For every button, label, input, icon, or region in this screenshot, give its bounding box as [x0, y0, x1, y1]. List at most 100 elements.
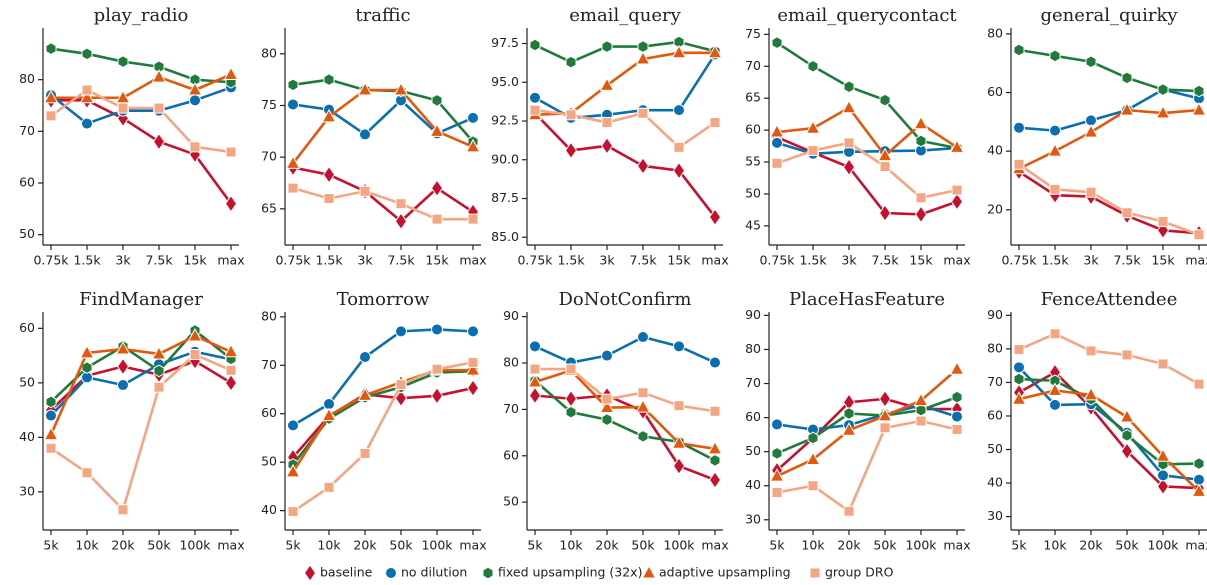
marker: [467, 111, 479, 124]
marker: [429, 123, 445, 137]
marker: [153, 102, 165, 114]
marker: [529, 363, 541, 375]
y-tick-label: 70: [261, 149, 277, 164]
subplot-title: play_radio: [94, 5, 189, 26]
marker: [1191, 102, 1207, 116]
y-tick-label: 50: [745, 185, 761, 200]
marker: [878, 389, 892, 408]
x-tick-label: 50k: [631, 538, 655, 553]
marker: [395, 325, 407, 338]
marker: [285, 155, 301, 169]
series-line: [776, 135, 958, 216]
subplot-title: PlaceHasFeature: [789, 289, 945, 310]
marker: [1011, 391, 1027, 405]
marker: [1121, 349, 1133, 361]
marker: [151, 345, 167, 360]
y-tick-label: 20: [987, 201, 1003, 216]
series-line: [1018, 163, 1200, 236]
marker: [1119, 408, 1135, 423]
y-tick-label: 87.5: [491, 190, 519, 205]
marker: [117, 55, 129, 68]
x-tick-label: 20k: [111, 538, 135, 553]
x-tick-label: 0.75k: [1001, 253, 1037, 268]
y-tick-label: 90: [745, 307, 761, 322]
x-tick-label: 7.5k: [1113, 253, 1141, 268]
marker: [600, 136, 614, 155]
marker: [1013, 372, 1025, 386]
series-line: [49, 334, 232, 436]
x-tick-label: 5k: [285, 538, 301, 553]
legend-marker: [809, 567, 821, 579]
marker: [359, 447, 371, 459]
marker: [843, 137, 855, 149]
marker: [1085, 186, 1097, 198]
x-tick-label: 10k: [559, 538, 583, 553]
subplot-title: FenceAttendee: [1041, 289, 1178, 310]
y-tick-label: 80: [261, 45, 277, 60]
marker: [601, 117, 613, 129]
x-tick-label: 20k: [1079, 538, 1103, 553]
marker: [1155, 448, 1171, 462]
x-tick-label: 15k: [1151, 253, 1175, 268]
x-tick-label: 7.5k: [629, 253, 657, 268]
marker: [1121, 207, 1133, 219]
y-tick-label: 40: [261, 502, 277, 517]
marker: [79, 344, 95, 359]
x-tick-label: 1.5k: [799, 253, 827, 268]
x-tick-label: max: [943, 253, 970, 268]
marker: [287, 506, 299, 518]
marker: [465, 362, 481, 376]
marker: [879, 422, 891, 434]
series-line: [292, 99, 474, 136]
series-line: [776, 395, 958, 455]
marker: [708, 471, 722, 489]
marker: [635, 399, 651, 413]
marker: [807, 59, 819, 73]
marker: [1119, 102, 1135, 116]
x-tick-label: 10k: [801, 538, 825, 553]
marker: [528, 386, 542, 405]
y-tick-label: 55: [745, 154, 761, 169]
marker: [223, 343, 239, 358]
marker: [564, 141, 578, 160]
marker: [1013, 361, 1025, 374]
marker: [636, 157, 650, 175]
marker: [1193, 229, 1205, 241]
x-tick-label: max: [701, 538, 728, 553]
marker: [529, 104, 541, 116]
marker: [81, 117, 93, 130]
marker: [359, 128, 371, 141]
subplot-title: email_query: [569, 5, 681, 26]
series-line: [50, 350, 232, 417]
marker: [805, 451, 821, 465]
marker: [1013, 43, 1025, 57]
marker: [1047, 143, 1063, 157]
x-tick-label: 1.5k: [557, 253, 585, 268]
marker: [189, 94, 201, 107]
y-tick-label: 30: [745, 511, 761, 526]
marker: [1049, 328, 1061, 340]
marker: [225, 146, 237, 158]
series-line: [292, 361, 474, 513]
y-tick-label: 80: [503, 355, 519, 370]
marker: [673, 141, 685, 153]
marker: [637, 107, 649, 119]
y-tick-label: 60: [261, 405, 277, 420]
marker: [807, 145, 819, 157]
marker: [601, 393, 613, 405]
y-tick-label: 50: [503, 494, 519, 509]
marker: [951, 390, 963, 404]
series-line: [776, 41, 958, 150]
marker: [637, 387, 649, 399]
x-tick-label: 50k: [1115, 538, 1139, 553]
marker: [45, 395, 57, 409]
y-tick-label: 60: [987, 407, 1003, 422]
marker: [841, 99, 857, 114]
marker: [1049, 183, 1061, 195]
y-tick-label: 50: [19, 374, 35, 389]
marker: [769, 468, 785, 482]
marker: [1013, 158, 1025, 170]
x-tick-label: 15k: [425, 253, 449, 268]
marker: [913, 392, 929, 407]
y-tick-label: 30: [19, 483, 35, 498]
